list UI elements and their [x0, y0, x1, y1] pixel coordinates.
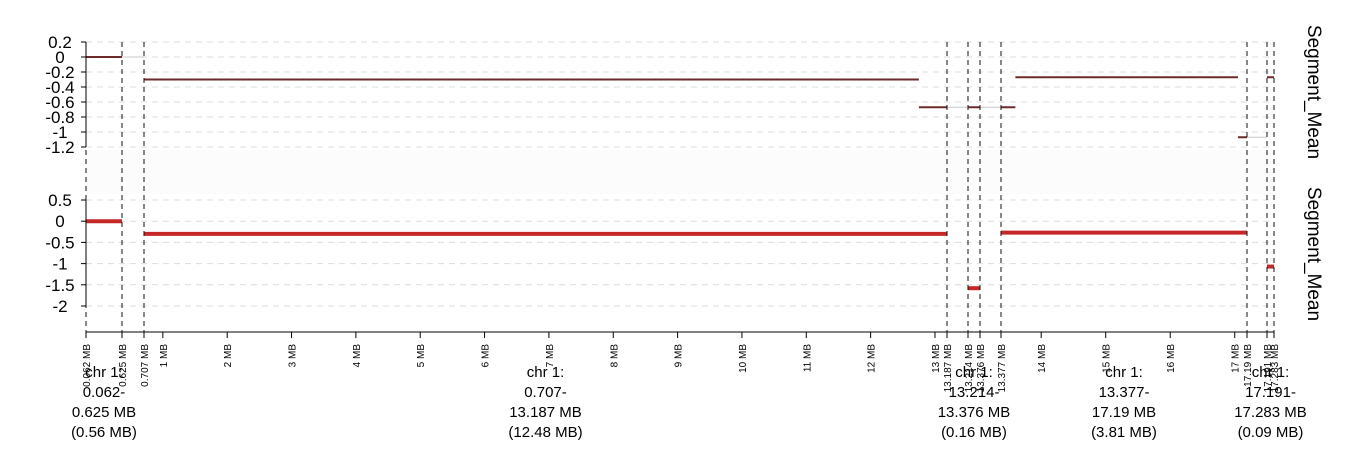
region-label-line: 17.19 MB — [1092, 404, 1156, 421]
region-label-line: 17.283 MB — [1234, 404, 1307, 421]
region-label-line: 17.191- — [1245, 384, 1296, 401]
major-tick-label: 5 MB — [416, 344, 427, 368]
major-tick-label: 8 MB — [609, 344, 620, 368]
track-backgrounds — [86, 150, 1274, 194]
region-start-tick-label: 17.191 MB — [1263, 344, 1274, 393]
region-label-line: (0.56 MB) — [71, 424, 137, 441]
region-label-line: chr 1: — [1105, 364, 1143, 381]
major-tick-label: 7 MB — [545, 344, 556, 368]
region-label-line: 13.377- — [1099, 384, 1150, 401]
region-start-tick-label: 0.062 MB — [82, 344, 93, 387]
track-1-name: Segment_Mean — [1303, 25, 1324, 159]
region-label-line: (12.48 MB) — [508, 424, 582, 441]
region-end-tick-label: 13.187 MB — [943, 344, 954, 393]
region-label-line: chr 1: — [1252, 364, 1290, 381]
major-tick-label: 2 MB — [223, 344, 234, 368]
track-2-ytick-label: -0.5 — [45, 233, 74, 252]
major-tick-label: 13 MB — [931, 344, 942, 373]
region-end-tick-label: 17.283 MB — [1270, 344, 1281, 393]
track-2-ytick-label: 0 — [55, 212, 64, 231]
region-label-line: 13.376 MB — [938, 404, 1011, 421]
region-start-tick-label: 13.377 MB — [997, 344, 1008, 393]
track-2-ytick-label: -2 — [52, 297, 67, 316]
region-label-line: chr 1: — [85, 364, 123, 381]
segment-lines — [86, 56, 1274, 291]
region-end-tick-label: 0.625 MB — [118, 344, 129, 387]
track-2-ytick-label: 0.5 — [48, 191, 72, 210]
region-label-line: chr 1: — [955, 364, 993, 381]
region-label-line: (0.16 MB) — [941, 424, 1007, 441]
track-1-ytick-label: -0.2 — [45, 63, 74, 82]
major-tick-label: 6 MB — [481, 344, 492, 368]
track-1-ytick-label: 0 — [55, 48, 64, 67]
major-tick-label: 1 MB — [159, 344, 170, 368]
region-label-line: 13.187 MB — [509, 404, 582, 421]
region-label-line: 0.707- — [524, 384, 567, 401]
major-tick-label: 10 MB — [738, 344, 749, 373]
region-dividers — [85, 42, 1275, 332]
region-label-line: chr 1: — [527, 364, 565, 381]
region-label-line: (0.09 MB) — [1238, 424, 1304, 441]
region-label-line: 0.625 MB — [72, 404, 136, 421]
region-end-tick-label: 13.376 MB — [976, 344, 987, 393]
labels: 0.20-0.2-0.4-0.6-0.8-1-1.2 Segment_Mean0.… — [45, 25, 1324, 441]
major-tick-label: 9 MB — [674, 344, 685, 368]
major-tick-label: 11 MB — [802, 344, 813, 372]
track-1-ytick-label: 0.2 — [48, 33, 72, 52]
track-gap-background — [86, 150, 1274, 194]
region-start-tick-label: 0.707 MB — [140, 344, 151, 387]
major-tick-label: 14 MB — [1037, 344, 1048, 373]
track-1-ytick-label: -1.2 — [45, 138, 74, 157]
major-tick-label: 17 MB — [1231, 344, 1242, 373]
major-tick-label: 16 MB — [1166, 344, 1177, 373]
major-tick-label: 4 MB — [352, 344, 363, 368]
major-tick-label: 3 MB — [288, 344, 299, 368]
region-label-line: (3.81 MB) — [1091, 424, 1157, 441]
major-tick-label: 12 MB — [867, 344, 878, 373]
axes — [81, 41, 1275, 338]
track-2-ytick-label: -1 — [52, 255, 67, 274]
region-start-tick-label: 13.214 MB — [964, 344, 975, 393]
region-end-tick-label: 17.19 MB — [1243, 344, 1254, 387]
track-2-name: Segment_Mean — [1303, 187, 1324, 321]
track-2-ytick-label: -1.5 — [45, 276, 74, 295]
major-tick-label: 15 MB — [1102, 344, 1113, 373]
track-1-ytick-label: -0.6 — [45, 93, 74, 112]
track-1-ytick-label: -1 — [52, 123, 67, 142]
track-1-ytick-label: -0.8 — [45, 108, 74, 127]
region-label-line: 0.062- — [83, 384, 126, 401]
grid-lines — [86, 41, 1274, 307]
track-1-ytick-label: -0.4 — [45, 78, 74, 97]
region-label-line: 13.214- — [949, 384, 1000, 401]
